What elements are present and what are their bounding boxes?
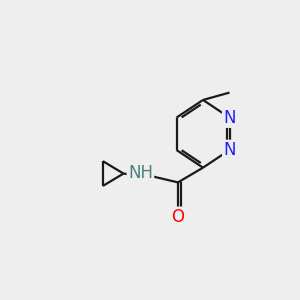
Text: NH: NH <box>128 164 153 182</box>
Text: N: N <box>223 109 236 127</box>
Text: O: O <box>172 208 184 226</box>
Text: N: N <box>223 141 236 159</box>
